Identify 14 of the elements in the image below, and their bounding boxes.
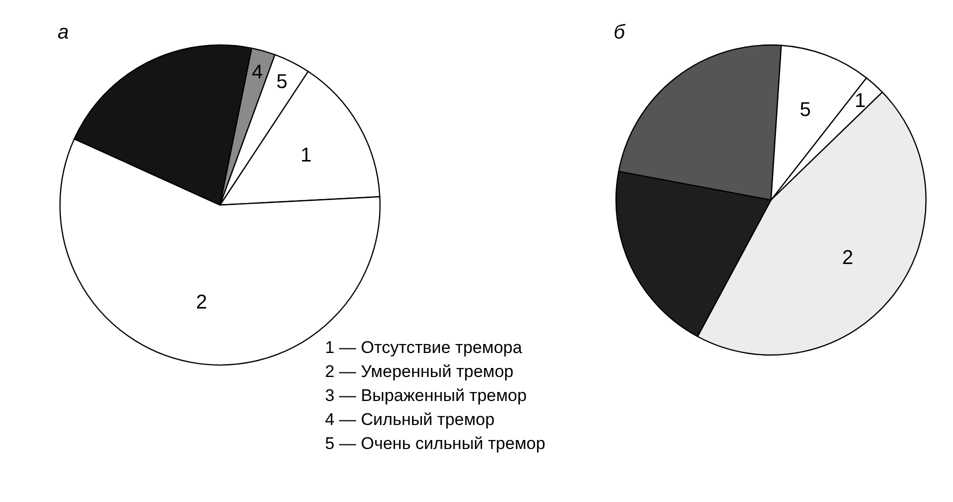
slice-label: 1 xyxy=(300,144,312,167)
text: 4 — Сильный тремор xyxy=(325,410,495,429)
text: 3 — Выраженный тремор xyxy=(325,386,527,405)
text: 5 — Очень сильный тремор xyxy=(325,434,546,453)
chart-title: б xyxy=(614,22,626,44)
text: 1 — Отсутствие тремора xyxy=(325,338,523,357)
slice-label: 5 xyxy=(800,99,811,122)
slice-label: 4 xyxy=(252,62,263,84)
slice-label: 5 xyxy=(276,71,288,94)
slice-label: 1 xyxy=(854,90,866,112)
slice-label: 2 xyxy=(842,246,854,269)
slice-label: 2 xyxy=(196,291,208,314)
text: 2 — Умеренный тремор xyxy=(325,362,514,381)
chart-title: а xyxy=(58,22,69,44)
